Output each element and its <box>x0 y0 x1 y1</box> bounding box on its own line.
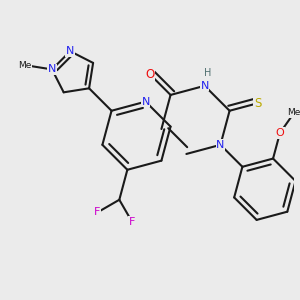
Text: N: N <box>200 81 209 91</box>
Text: F: F <box>129 217 135 227</box>
Text: Me: Me <box>18 61 32 70</box>
Text: S: S <box>254 97 261 110</box>
Text: N: N <box>48 64 56 74</box>
Text: O: O <box>146 68 155 81</box>
Text: N: N <box>216 140 225 150</box>
Text: O: O <box>275 128 284 138</box>
Text: H: H <box>205 68 212 78</box>
Text: Me: Me <box>287 108 300 117</box>
Text: N: N <box>141 97 150 106</box>
Text: N: N <box>66 46 74 56</box>
Text: F: F <box>94 208 101 218</box>
